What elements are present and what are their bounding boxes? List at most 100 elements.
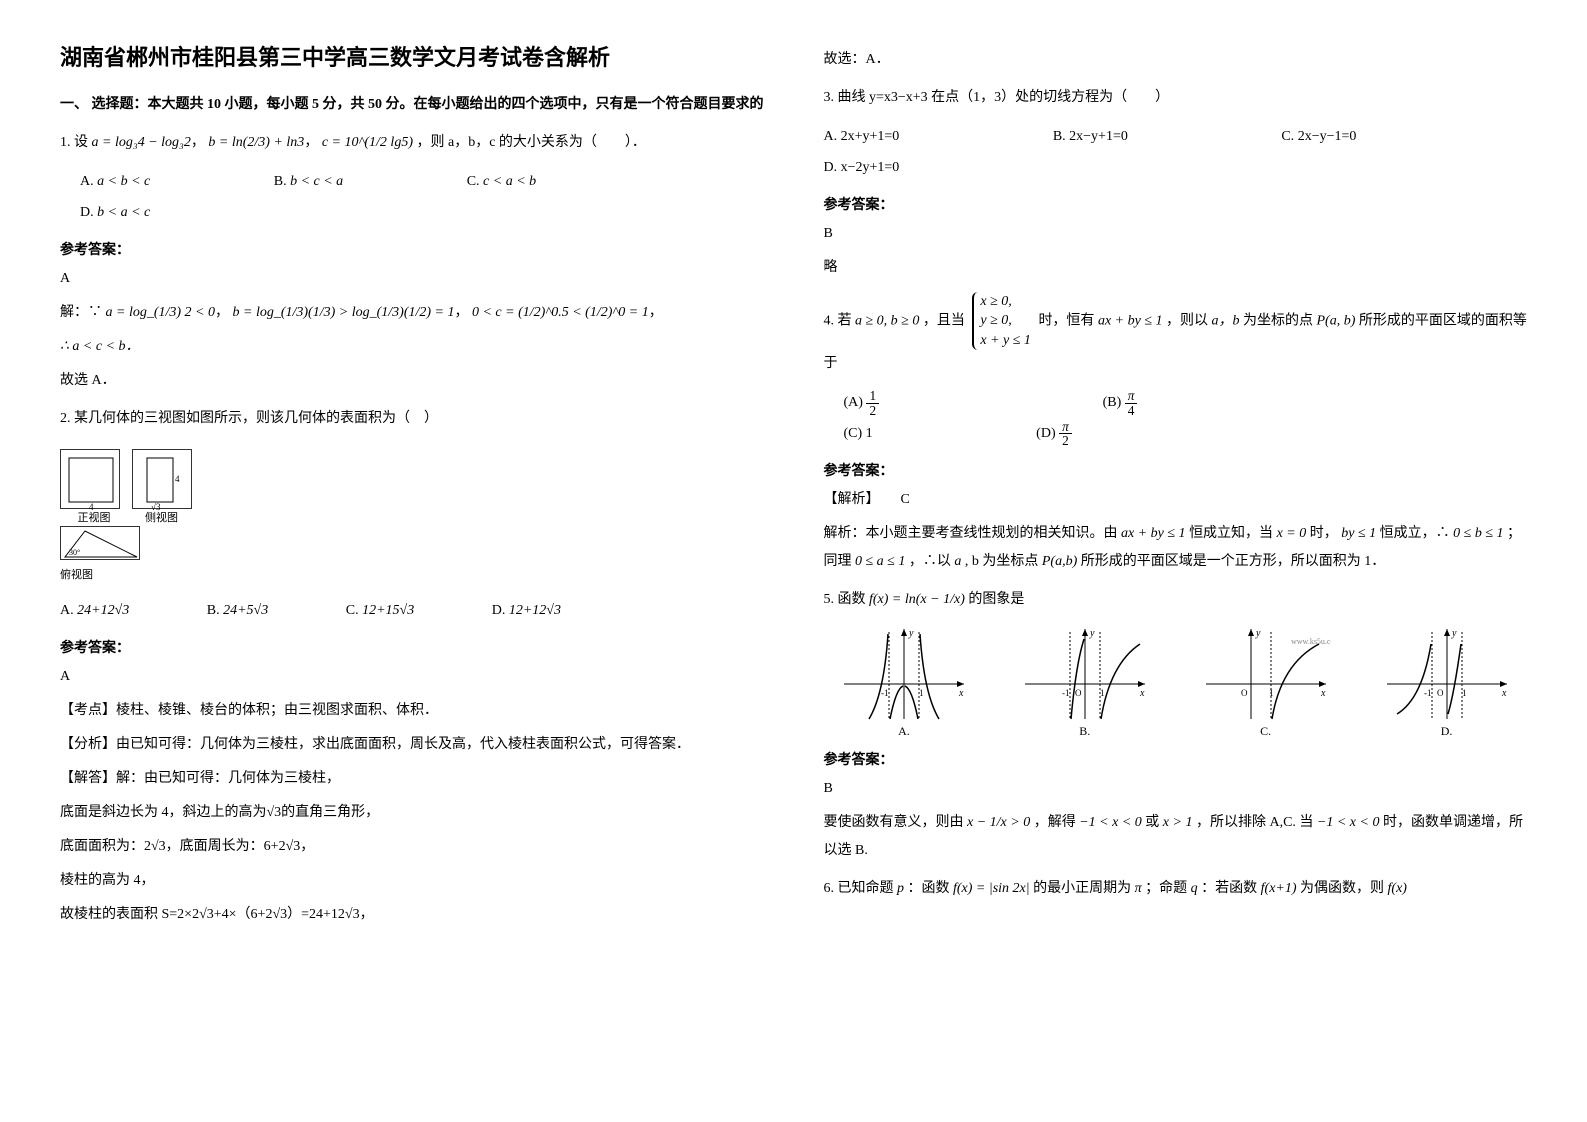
question-4: 4. 若 a ≥ 0, b ≥ 0 ，且当 x ≥ 0, y ≥ 0, x + … (824, 292, 1528, 379)
graph-a: x y -11 A. (824, 624, 985, 739)
svg-text:√3: √3 (151, 502, 161, 510)
svg-text:30°: 30° (69, 548, 80, 557)
q1-sol-c: 0 < c = (1/2)^0.5 < (1/2)^0 = 1 (472, 305, 649, 320)
q4-sol2h: 所形成的平面区域是一个正方形，所以面积为 1． (1081, 554, 1386, 569)
q2-opt-b: 24+5√3 (223, 596, 268, 627)
q5-answer-label: 参考答案： (824, 749, 1528, 769)
graph-b-label: B. (1004, 724, 1165, 739)
q4-sol1d: x = 0 (1277, 526, 1307, 541)
q5-func: f(x) = ln(x − 1/x) (869, 592, 965, 607)
q2-opt-a: 24+12√3 (77, 596, 129, 627)
q3-answer: B (824, 220, 1528, 248)
q1-comma1: ， (191, 135, 205, 150)
q4-cond1: a ≥ 0, b ≥ 0 (855, 313, 919, 328)
q6-pi: π (1135, 881, 1142, 896)
q1-expr-a: a = log₃4 − log₃2 (92, 135, 191, 150)
svg-text:x: x (1501, 688, 1507, 699)
q6-f1: f(x) = |sin 2x| (953, 881, 1030, 896)
q1-answer-label: 参考答案： (60, 239, 764, 259)
q2-solve1: 【解答】解：由已知可得：几何体为三棱柱， (60, 765, 764, 793)
graph-c-label: C. (1185, 724, 1346, 739)
top-view-label: 俯视图 (60, 566, 200, 582)
side-view-box: 4 √3 (132, 449, 192, 509)
front-view-label: 正视图 (60, 509, 128, 525)
q1-expr-b: b = ln(2/3) + ln3 (208, 135, 304, 150)
q5-sol-or: 或 (1145, 815, 1159, 830)
q4-opt-c: 1 (866, 419, 873, 450)
q2-opt-d: 12+12√3 (509, 596, 561, 627)
graph-a-label: A. (824, 724, 985, 739)
q3-opt-c: 2x−y−1=0 (1298, 122, 1357, 153)
svg-text:O: O (1075, 688, 1082, 698)
q4-sol1b: ax + by ≤ 1 (1121, 526, 1186, 541)
q1-opt-d: b < a < c (97, 198, 150, 229)
svg-text:1: 1 (1100, 688, 1105, 698)
graph-b: x y -11O B. (1004, 624, 1165, 739)
question-1: 1. 设 a = log₃4 − log₃2， b = ln(2/3) + ln… (60, 129, 764, 157)
q1-opt-a: a < b < c (97, 167, 150, 198)
q4-sol2f: , b 为坐标点 (965, 554, 1039, 569)
q3-opt-d: x−2y+1=0 (841, 153, 900, 184)
q6-q: q (1191, 881, 1198, 896)
svg-text:y: y (908, 628, 914, 639)
q6-mid4: ：若函数 (1201, 881, 1257, 896)
q4-stem-pre: 4. 若 (824, 313, 852, 328)
q6-stem-pre: 6. 已知命题 (824, 881, 894, 896)
q1-expr-c: c = 10^(1/2 lg5) (322, 135, 413, 150)
q4-solution: 解析：本小题主要考查线性规划的相关知识。由 ax + by ≤ 1 恒成立知，当… (824, 520, 1528, 576)
svg-text:4: 4 (175, 474, 180, 484)
q6-mid2: 的最小正周期为 (1033, 881, 1131, 896)
q3-opt-a: 2x+y+1=0 (841, 122, 900, 153)
q2-point: 【考点】棱柱、棱锥、棱台的体积；由三视图求面积、体积． (60, 697, 764, 725)
q4-sol1g: 恒成立，∴ (1380, 526, 1450, 541)
question-3: 3. 曲线 y=x3−x+3 在点（1，3）处的切线方程为（ ） (824, 84, 1528, 112)
q4-sol1: 解析：本小题主要考查线性规划的相关知识。由 (824, 526, 1118, 541)
svg-text:-1: -1 (881, 688, 889, 698)
q2-options: A. 24+12√3 B. 24+5√3 C. 12+15√3 D. 12+12… (60, 596, 764, 627)
q1-stem-pre: 1. 设 (60, 135, 88, 150)
q4-mid4: 为坐标的点 (1243, 313, 1313, 328)
q1-comma2: ， (304, 135, 318, 150)
q4-mid3: ，则以 (1166, 313, 1208, 328)
q3-brief: 略 (824, 254, 1528, 282)
q6-mid5: 为偶函数，则 (1300, 881, 1384, 896)
q4-pt: P(a, b) (1317, 313, 1356, 328)
svg-text:1: 1 (919, 688, 924, 698)
q4-sol1f: by ≤ 1 (1341, 526, 1376, 541)
q3-options: A. 2x+y+1=0 B. 2x−y+1=0 C. 2x−y−1=0 D. x… (824, 122, 1528, 184)
q5-sol-r2: x > 1 (1163, 815, 1193, 830)
q5-solution: 要使函数有意义，则由 x − 1/x > 0 ，解得 −1 < x < 0 或 … (824, 809, 1528, 865)
q2-solve5: 故棱柱的表面积 S=2×2√3+4×（6+2√3）=24+12√3， (60, 901, 764, 929)
svg-text:O: O (1437, 688, 1444, 698)
svg-text:x: x (1320, 688, 1326, 699)
q5-stem-pre: 5. 函数 (824, 592, 866, 607)
svg-text:-1: -1 (1424, 688, 1432, 698)
q3-opt-b: 2x−y+1=0 (1069, 122, 1128, 153)
graph-d: x y -11O D. (1366, 624, 1527, 739)
q1-opt-b: b < c < a (290, 167, 343, 198)
svg-text:1: 1 (1462, 688, 1467, 698)
front-view-box: 4 (60, 449, 120, 509)
q4-vars: a，b (1212, 313, 1240, 328)
q5-sol-pre: 要使函数有意义，则由 (824, 815, 964, 830)
q3-answer-label: 参考答案： (824, 194, 1528, 214)
page-title: 湖南省郴州市桂阳县第三中学高三数学文月考试卷含解析 (60, 40, 764, 72)
q2-opt-c: 12+15√3 (362, 596, 414, 627)
q2-solve3: 底面面积为：2√3，底面周长为：6+2√3， (60, 833, 764, 861)
q1-options: A. a < b < c B. b < c < a C. c < a < b D… (80, 167, 764, 229)
watermark: www.ks5u.com (1291, 637, 1331, 646)
question-6: 6. 已知命题 p ：函数 f(x) = |sin 2x| 的最小正周期为 π … (824, 875, 1528, 903)
svg-text:-1: -1 (1062, 688, 1070, 698)
svg-text:y: y (1089, 628, 1095, 639)
q6-f3: f(x) (1388, 881, 1407, 896)
q6-f2: f(x+1) (1261, 881, 1297, 896)
q5-stem-post: 的图象是 (968, 592, 1024, 607)
section-1-header: 一、 选择题：本大题共 10 小题，每小题 5 分，共 50 分。在每小题给出的… (60, 92, 764, 117)
q5-sol-ineq: x − 1/x > 0 (967, 815, 1030, 830)
q2-answer: A (60, 663, 764, 691)
q5-sol-mid2: ，所以排除 A,C. 当 (1196, 815, 1313, 830)
side-view-label: 侧视图 (132, 509, 192, 525)
q6-mid3: ；命题 (1145, 881, 1187, 896)
q1-sol-pre: 解：∵ (60, 305, 102, 320)
q1-stem-post: ，则 a，b，c 的大小关系为（ ）． (416, 135, 645, 150)
